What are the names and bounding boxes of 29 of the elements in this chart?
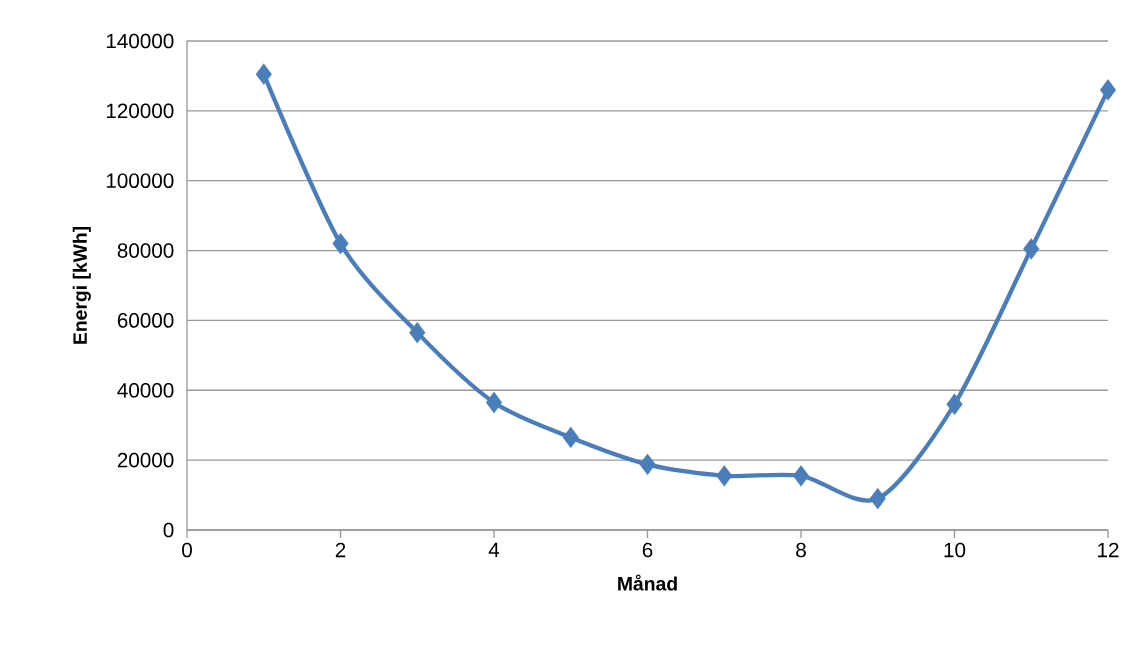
x-tick-label: 0: [182, 542, 192, 558]
x-tick-label: 4: [488, 542, 500, 557]
point: [1099, 79, 1117, 101]
point: [255, 63, 272, 85]
y-tick-label: 80000: [117, 243, 174, 258]
y-axis-title: Energi [kWh]: [72, 226, 91, 344]
point: [562, 426, 579, 449]
point: [639, 453, 656, 476]
x-axis-title: Månad: [618, 574, 677, 591]
y-tick-label: 120000: [106, 103, 174, 119]
point: [716, 465, 733, 487]
point: [1023, 238, 1040, 260]
y-tick-label: 20000: [117, 452, 174, 468]
x-tick-label: 12: [1098, 542, 1119, 558]
point: [946, 393, 963, 415]
y-tick-label: 40000: [117, 382, 174, 398]
point: [409, 321, 426, 344]
x-tick-label: 10: [944, 542, 966, 558]
point: [869, 487, 886, 510]
point: [792, 465, 810, 487]
x-tick-label: 2: [335, 542, 346, 558]
x-tick-label: 8: [796, 542, 806, 558]
y-tick-label: 140000: [106, 33, 174, 49]
y-tick-label: 60000: [117, 313, 174, 328]
point: [485, 391, 503, 414]
y-tick-label: 0: [163, 522, 174, 538]
y-tick-label: 100000: [106, 173, 174, 189]
x-tick-label: 6: [642, 542, 653, 558]
point: [332, 232, 349, 255]
